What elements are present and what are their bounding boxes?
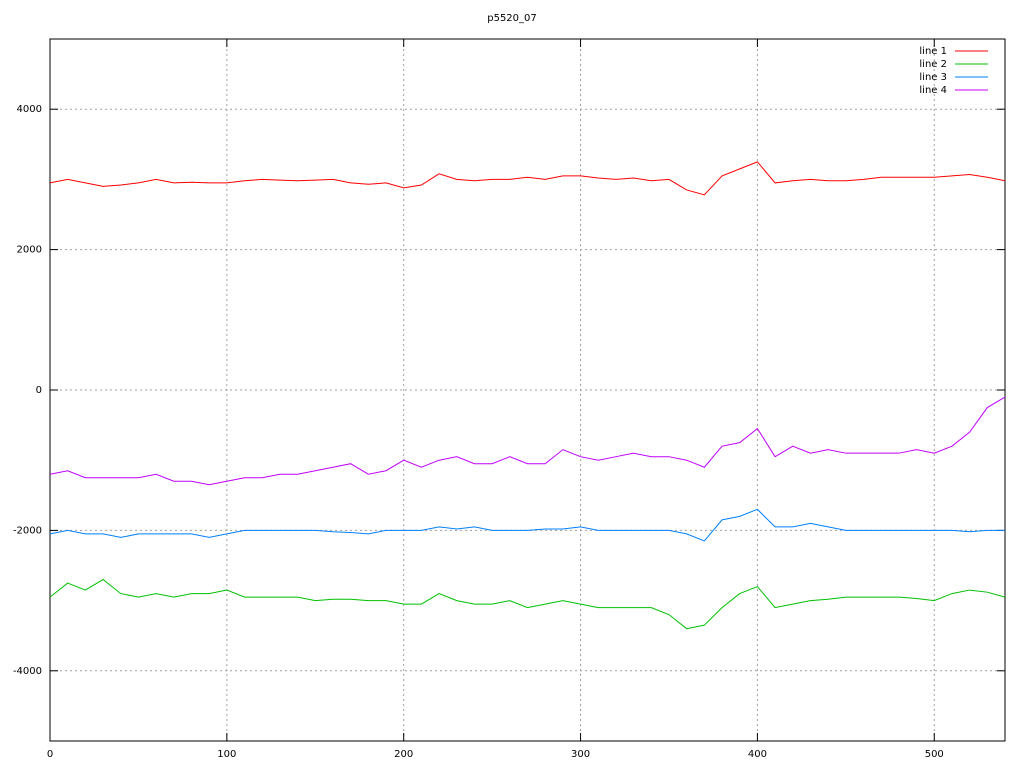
legend-label: line 3 (919, 72, 947, 83)
y-tick-label: -2000 (13, 525, 42, 536)
x-tick-label: 500 (925, 749, 944, 760)
legend-label: line 1 (919, 46, 947, 57)
data-line (49, 578, 1006, 630)
x-tick-label: 300 (571, 749, 590, 760)
data-line (49, 161, 1006, 196)
x-tick-label: 100 (217, 749, 236, 760)
data-line (49, 508, 1005, 542)
y-tick-label: -4000 (13, 666, 42, 677)
x-tick-label: 400 (748, 749, 767, 760)
plot-frame (49, 38, 1006, 742)
data-line (49, 396, 1006, 486)
chart-title: p5520_07 (487, 13, 537, 24)
y-tick-label: 0 (36, 385, 42, 396)
x-tick-label: 0 (47, 749, 53, 760)
legend-label: line 4 (919, 85, 947, 96)
x-tick-label: 200 (394, 749, 413, 760)
y-tick-label: 2000 (17, 245, 42, 256)
y-tick-label: 4000 (17, 104, 42, 115)
legend-label: line 2 (919, 59, 947, 70)
